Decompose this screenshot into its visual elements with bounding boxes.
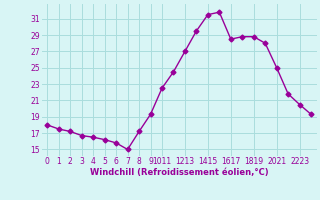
X-axis label: Windchill (Refroidissement éolien,°C): Windchill (Refroidissement éolien,°C): [90, 168, 268, 177]
